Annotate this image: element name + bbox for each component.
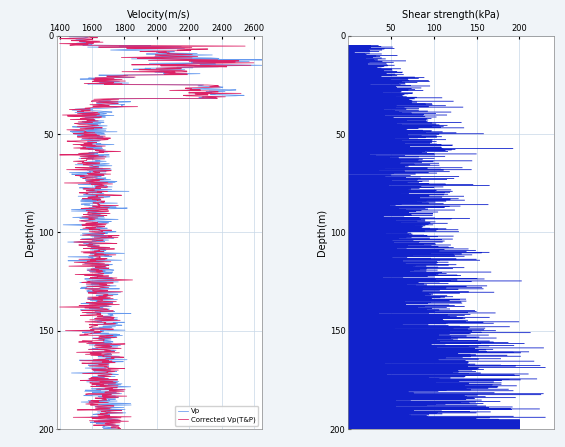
Y-axis label: Depth(m): Depth(m) — [317, 209, 327, 256]
Line: Corrected Vp(T&P): Corrected Vp(T&P) — [60, 36, 254, 429]
Vp — [115, 372, 121, 377]
X-axis label: Shear strength(kPa): Shear strength(kPa) — [402, 10, 500, 21]
Corrected Vp(T&P) — [108, 426, 115, 432]
Vp — [81, 33, 88, 38]
Legend: Vp, Corrected Vp(T&P): Vp, Corrected Vp(T&P) — [175, 405, 258, 426]
Corrected Vp(T&P) — [83, 284, 90, 289]
Corrected Vp(T&P) — [108, 372, 115, 377]
Corrected Vp(T&P) — [81, 331, 88, 337]
Line: Vp: Vp — [63, 36, 262, 429]
Vp — [105, 261, 112, 267]
Corrected Vp(T&P) — [214, 57, 221, 63]
Vp — [113, 331, 120, 337]
Vp — [100, 284, 107, 289]
Corrected Vp(T&P) — [79, 261, 86, 267]
X-axis label: Velocity(m/s): Velocity(m/s) — [127, 10, 191, 21]
Vp — [259, 57, 266, 63]
Vp — [115, 426, 121, 432]
Y-axis label: Depth(m): Depth(m) — [25, 209, 35, 256]
Vp — [90, 272, 97, 277]
Corrected Vp(T&P) — [62, 33, 68, 38]
Corrected Vp(T&P) — [72, 272, 79, 277]
